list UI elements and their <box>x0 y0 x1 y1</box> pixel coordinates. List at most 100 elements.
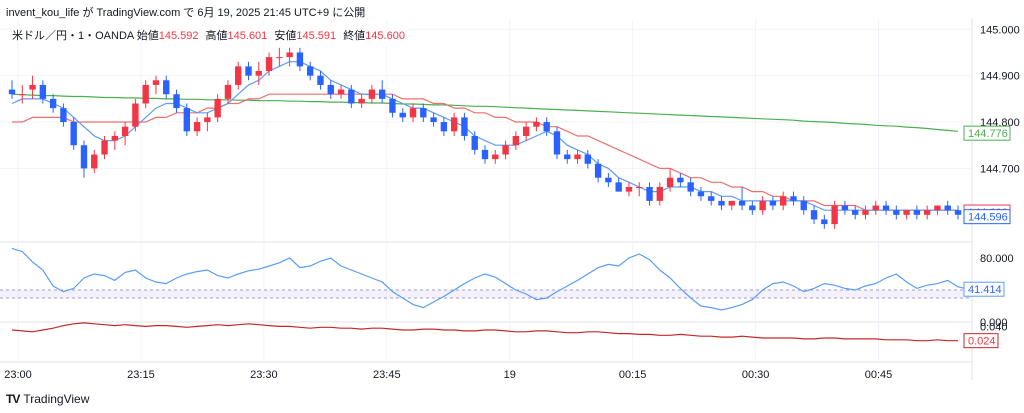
candle <box>132 98 139 132</box>
candle <box>584 149 592 169</box>
price-tag-label: 144.596 <box>968 212 1008 224</box>
footer: TV TradingView <box>6 392 89 406</box>
price-tag-box <box>963 125 1011 141</box>
candle <box>307 61 314 81</box>
candle-body <box>625 186 633 192</box>
candle-body <box>8 89 16 95</box>
candle <box>502 140 509 160</box>
candle-body <box>399 112 406 118</box>
candle <box>183 103 190 136</box>
candle-body <box>245 66 252 76</box>
candle-body <box>522 126 530 136</box>
footer-brand[interactable]: TradingView <box>23 392 90 406</box>
candle-body <box>348 89 355 104</box>
candle-body <box>358 98 365 104</box>
candle <box>738 186 746 211</box>
candle-body <box>615 182 622 192</box>
candle-body <box>738 200 746 206</box>
candle <box>378 80 386 104</box>
candle-body <box>780 196 787 206</box>
price-tag-box <box>963 209 1011 225</box>
candle <box>461 112 468 141</box>
candle <box>533 117 540 132</box>
candle-body <box>594 163 602 178</box>
candle <box>471 131 478 155</box>
candle-body <box>368 89 376 99</box>
candle <box>39 80 47 104</box>
candle <box>605 173 612 187</box>
candle-body <box>821 219 828 225</box>
candle-body <box>790 196 797 201</box>
rsi-tick-label: 0.000 <box>980 317 1008 329</box>
candle-body <box>307 66 314 76</box>
symbol-legend: 米ドル／円・1・OANDA 始値145.592 高値145.601 安値145.… <box>12 27 409 43</box>
candle <box>327 80 334 99</box>
candle <box>121 122 129 146</box>
candle <box>893 205 900 220</box>
rsi-tick-label: 80.000 <box>980 253 1014 265</box>
candle <box>60 103 67 127</box>
candle <box>728 200 735 211</box>
candle-body <box>636 186 643 188</box>
candle <box>492 149 499 164</box>
candle-body <box>193 122 201 132</box>
candle-body <box>173 94 180 109</box>
sub-last-box <box>963 333 999 349</box>
symbol-name[interactable]: 米ドル／円・1・OANDA <box>12 30 134 42</box>
candle <box>944 200 951 215</box>
candle <box>235 61 242 90</box>
rsi-line <box>11 247 969 311</box>
price-tick-label: 144.900 <box>980 71 1020 83</box>
candle-body <box>111 135 119 141</box>
candle <box>8 80 16 99</box>
candle <box>91 149 98 174</box>
price-tick-label: 144.700 <box>980 163 1020 175</box>
candle-body <box>718 200 725 206</box>
sub-last-label: 0.024 <box>968 336 996 348</box>
candle <box>615 177 622 192</box>
candle <box>790 191 797 206</box>
candle-body <box>204 117 211 123</box>
candle <box>780 191 787 211</box>
candle <box>389 94 396 118</box>
time-tick-label: 00:45 <box>865 369 893 381</box>
candle-body <box>872 205 879 211</box>
candle <box>152 75 160 95</box>
candle-body <box>378 89 386 99</box>
candle-body <box>80 145 88 169</box>
candle-body <box>851 210 859 215</box>
tradingview-logo-icon[interactable]: TV <box>6 392 20 406</box>
candle-body <box>265 57 273 72</box>
candle-body <box>450 117 458 132</box>
candle-body <box>677 177 684 183</box>
candle <box>913 205 921 220</box>
candle-body <box>605 177 612 183</box>
candle-body <box>913 210 921 215</box>
candle <box>173 89 180 113</box>
candle-body <box>512 135 520 146</box>
candle-body <box>389 98 396 113</box>
candle-body <box>831 205 838 225</box>
time-tick-label: 23:30 <box>250 369 278 381</box>
candle-body <box>60 108 67 123</box>
low-label: 安値 <box>274 30 297 42</box>
candle-body <box>440 122 448 132</box>
candle <box>101 135 108 160</box>
candle <box>512 131 520 150</box>
time-tick-label: 19 <box>504 369 516 381</box>
open-value: 145.592 <box>158 30 199 42</box>
candle <box>923 205 931 220</box>
candle-body <box>121 126 129 136</box>
candle-body <box>708 196 715 201</box>
sub-tick-label: 0.040 <box>980 321 1008 333</box>
candle <box>543 117 550 136</box>
candle <box>903 210 910 220</box>
candle <box>522 122 530 141</box>
candle <box>759 196 766 215</box>
candle <box>204 112 211 132</box>
candle-body <box>471 135 478 150</box>
candle <box>163 75 170 99</box>
candle <box>677 173 684 187</box>
